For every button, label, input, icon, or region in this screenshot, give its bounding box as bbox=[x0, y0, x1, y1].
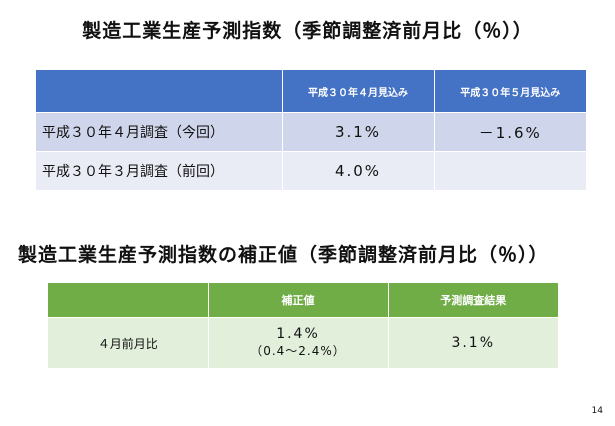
cell-previous-april: 4.0% bbox=[281, 151, 434, 190]
header-april-forecast: 平成３０年４月見込み bbox=[281, 70, 434, 113]
correction-value: 1.4% bbox=[276, 326, 320, 342]
header-may-forecast: 平成３０年５月見込み bbox=[433, 70, 586, 113]
header-correction-value: 補正値 bbox=[207, 283, 388, 318]
row-label-current-survey: 平成３０年４月調査（今回） bbox=[36, 112, 282, 152]
cell-current-april: 3.1% bbox=[281, 112, 434, 152]
header-empty-cell bbox=[48, 283, 208, 318]
header-empty-cell bbox=[36, 70, 282, 113]
correction-table-title: 製造工業生産予測指数の補正値（季節調整済前月比（％）） bbox=[18, 244, 549, 266]
row-label-previous-survey: 平成３０年３月調査（前回） bbox=[36, 151, 282, 190]
forecast-index-table: 平成３０年４月見込み 平成３０年５月見込み 平成３０年４月調査（今回） 3.1%… bbox=[36, 70, 586, 190]
table-row: 平成３０年４月調査（今回） 3.1% －1.6% bbox=[36, 112, 586, 152]
cell-current-may: －1.6% bbox=[433, 112, 586, 152]
row-label-april-mom: ４月前月比 bbox=[48, 317, 208, 368]
correction-range: （0.4～2.4%） bbox=[250, 344, 346, 358]
main-table-title: 製造工業生産予測指数（季節調整済前月比（％）） bbox=[82, 20, 533, 42]
cell-survey-result: 3.1% bbox=[387, 317, 558, 368]
cell-correction: 1.4% （0.4～2.4%） bbox=[207, 317, 388, 368]
correction-value-table: 補正値 予測調査結果 ４月前月比 1.4% （0.4～2.4%） 3.1% bbox=[48, 283, 558, 368]
table-row: ４月前月比 1.4% （0.4～2.4%） 3.1% bbox=[48, 317, 558, 368]
cell-previous-may bbox=[433, 151, 586, 190]
page-number: 14 bbox=[591, 406, 603, 416]
header-survey-result: 予測調査結果 bbox=[387, 283, 558, 318]
table-row: 平成３０年３月調査（前回） 4.0% bbox=[36, 151, 586, 190]
